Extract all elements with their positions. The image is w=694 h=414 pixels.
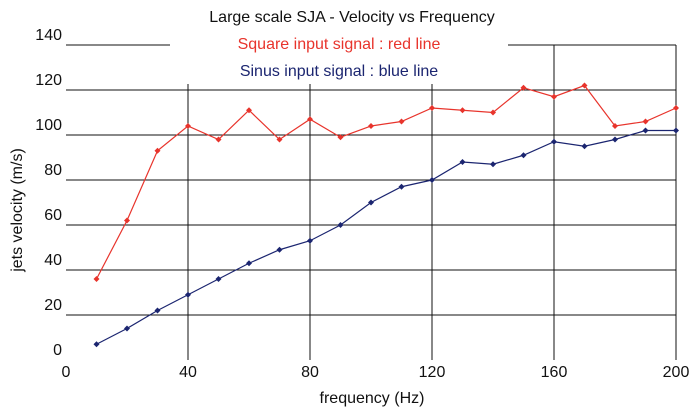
chart-title: Large scale SJA - Velocity vs Frequency <box>209 9 494 26</box>
data-point <box>337 134 344 141</box>
data-point <box>673 127 679 134</box>
data-point <box>459 159 466 165</box>
series-line <box>95 84 677 280</box>
data-point <box>612 136 618 143</box>
data-point <box>459 107 466 114</box>
y-tick-label: 80 <box>44 162 62 179</box>
data-point <box>551 93 557 100</box>
data-point <box>154 307 161 314</box>
legend-box <box>170 32 508 84</box>
data-point <box>398 183 405 190</box>
data-point <box>215 136 222 143</box>
data-point <box>398 118 405 125</box>
x-tick-label: 200 <box>663 364 690 381</box>
data-point <box>581 143 588 150</box>
data-point <box>490 109 496 116</box>
data-point <box>581 82 588 89</box>
data-point <box>246 107 252 114</box>
data-point <box>368 123 374 129</box>
data-point <box>520 152 527 159</box>
data-point <box>276 246 283 253</box>
series-line <box>96 129 676 345</box>
data-point <box>520 84 527 91</box>
data-point <box>185 123 191 129</box>
x-tick-label: 0 <box>62 364 71 381</box>
legend-entry: Sinus input signal : blue line <box>240 63 438 80</box>
x-axis-label: frequency (Hz) <box>320 390 425 407</box>
data-point <box>215 276 222 282</box>
data-point <box>246 260 252 267</box>
data-point <box>429 105 435 111</box>
data-point <box>673 105 679 111</box>
data-point <box>307 116 313 123</box>
data-point <box>124 217 130 224</box>
x-tick-label: 160 <box>541 364 568 381</box>
data-point <box>93 341 100 348</box>
data-point <box>307 237 313 244</box>
x-tick-label: 40 <box>179 364 197 381</box>
data-point <box>185 291 191 298</box>
data-point <box>154 147 161 154</box>
y-tick-label: 140 <box>35 27 62 44</box>
data-point <box>276 136 283 143</box>
data-point <box>642 118 649 125</box>
y-tick-label: 100 <box>35 117 62 134</box>
y-tick-label: 120 <box>35 72 62 89</box>
x-tick-label: 80 <box>301 364 319 381</box>
legend-entry: Square input signal : red line <box>238 36 441 53</box>
data-point <box>429 177 435 183</box>
y-axis-label: jets velocity (m/s) <box>9 148 26 273</box>
data-point <box>642 127 649 134</box>
data-point <box>612 123 618 129</box>
y-tick-label: 0 <box>53 342 62 359</box>
y-tick-label: 60 <box>44 207 62 224</box>
data-point <box>124 325 130 332</box>
data-point <box>490 161 496 168</box>
data-point <box>368 199 374 206</box>
y-tick-label: 40 <box>44 252 62 269</box>
data-point <box>93 276 100 282</box>
data-point <box>551 138 557 145</box>
y-tick-label: 20 <box>44 297 62 314</box>
x-tick-label: 120 <box>419 364 446 381</box>
data-point <box>337 222 344 228</box>
